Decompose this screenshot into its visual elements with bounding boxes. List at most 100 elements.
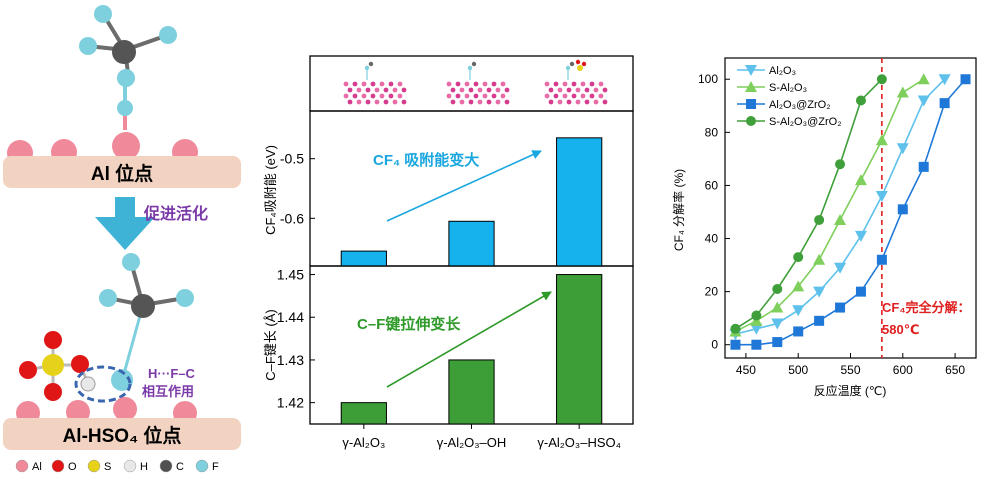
slab-atom <box>388 81 394 87</box>
slab-atom <box>482 93 488 99</box>
slab-atom <box>459 87 465 93</box>
data-point <box>854 230 867 242</box>
slab-atom <box>374 87 380 93</box>
site-bottom-label: Al-HSO₄ 位点 <box>63 424 182 447</box>
data-point <box>730 339 741 350</box>
slab-atom <box>379 81 385 87</box>
slab-atom <box>593 87 599 93</box>
x-tick-label: 600 <box>893 363 913 377</box>
data-point <box>876 254 887 265</box>
x-tick-label: 550 <box>840 363 860 377</box>
adsorption-energy-chart: -0.6 -0.5 <box>280 137 603 267</box>
bottom-molecule <box>99 253 194 391</box>
bar <box>448 359 495 425</box>
adsorbate-atom <box>467 65 473 71</box>
slab-atom <box>571 93 577 99</box>
sulfate-atom <box>577 65 583 71</box>
slab-atom <box>473 93 479 99</box>
data-point <box>960 74 971 85</box>
data-point <box>897 204 908 215</box>
data-point <box>730 323 741 334</box>
series-line <box>735 78 883 330</box>
legend-label: Al₂O₃@ZrO₂ <box>769 99 830 111</box>
slab-atom <box>343 93 349 99</box>
slab-atom <box>455 93 461 99</box>
category-label: γ-Al₂O₃–OH <box>437 435 507 450</box>
data-point <box>917 95 930 107</box>
y-tick-label: -0.5 <box>280 151 304 167</box>
mechanism-schematic: Al 位点 促进活化 H···F–C 相互作用 <box>3 5 241 473</box>
data-point <box>772 283 783 294</box>
data-point <box>875 191 888 203</box>
series-line <box>735 78 925 333</box>
slab-atom <box>459 99 465 105</box>
slab-atom <box>450 87 456 93</box>
slab-atom <box>347 87 353 93</box>
data-point <box>751 339 762 350</box>
interaction-label-1: H···F–C <box>148 366 196 381</box>
site-bar-bottom <box>3 418 241 450</box>
slab-atom <box>365 87 371 93</box>
slab-atom <box>562 81 568 87</box>
slab-atom <box>374 99 380 105</box>
slab-atom <box>504 87 510 93</box>
adsorbate-atom <box>368 61 374 67</box>
atom-legend: Al O S H C F <box>15 459 219 473</box>
y-tick-label: 1.43 <box>277 352 304 368</box>
slab-atom <box>365 99 371 105</box>
bar <box>340 250 387 267</box>
slab-atom <box>356 99 362 105</box>
slab-atom <box>397 81 403 87</box>
data-point <box>855 95 866 106</box>
data-point <box>835 159 846 170</box>
data-point <box>745 65 757 76</box>
slab-atom <box>361 81 367 87</box>
h-f-interaction-ellipse <box>74 365 132 403</box>
legend-atom-label: C <box>176 461 184 473</box>
slab-atom <box>477 99 483 105</box>
complete-decomposition-label: CF₄完全分解： <box>882 300 971 315</box>
legend-atom-al-icon <box>15 459 29 473</box>
data-point <box>834 213 847 225</box>
slab-atom <box>468 87 474 93</box>
series-2 <box>730 74 971 350</box>
slab-atom <box>352 81 358 87</box>
data-point <box>750 323 763 335</box>
bar-charts-panel: -0.6-0.5 CF₄吸附能 (eV) CF₄ 吸附能变大 1.421.431… <box>263 55 634 450</box>
slab-atom <box>557 87 563 93</box>
data-point <box>896 143 909 155</box>
slab-atom <box>571 81 577 87</box>
data-point <box>793 252 804 263</box>
data-point <box>917 73 930 85</box>
adsorbate-atom <box>471 61 477 67</box>
bond-length-chart: 1.42 1.43 1.44 1.45 <box>277 267 603 425</box>
slab-atom <box>548 87 554 93</box>
data-point <box>918 161 929 172</box>
data-point <box>814 315 825 326</box>
legend-atom-label: O <box>68 461 77 473</box>
slab-atom <box>401 99 407 105</box>
adsorbate-atom <box>364 65 370 71</box>
legend-atom-label: Al <box>32 461 42 473</box>
y-tick-label: 20 <box>705 285 719 299</box>
bond-length-annotation: C–F键拉伸变长 <box>357 315 461 333</box>
bar <box>448 220 495 267</box>
adsorption-ylabel: CF₄吸附能 (eV) <box>263 145 278 235</box>
y-tick-label: -0.6 <box>280 210 304 226</box>
slab-atom <box>495 87 501 93</box>
slab-atom <box>482 81 488 87</box>
activation-arrow <box>95 197 155 250</box>
bar <box>340 402 387 425</box>
complete-decomposition-temp: 580℃ <box>882 322 919 337</box>
data-point <box>939 98 950 109</box>
data-point <box>771 318 784 330</box>
adsorbate-atom <box>565 65 571 71</box>
data-point <box>854 174 867 186</box>
hso4-group <box>19 331 96 401</box>
slab-atom <box>486 87 492 93</box>
slab-atom <box>473 81 479 87</box>
y-tick-label: 60 <box>705 178 719 192</box>
slab-atom <box>598 81 604 87</box>
slab-atom <box>580 93 586 99</box>
